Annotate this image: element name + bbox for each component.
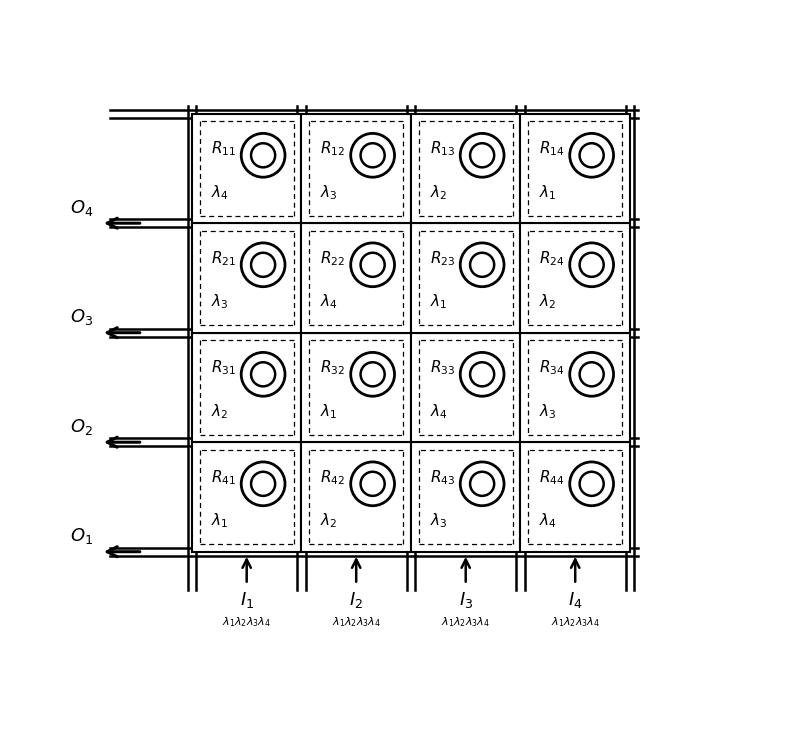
Circle shape xyxy=(242,462,285,506)
Text: $\lambda_1$: $\lambda_1$ xyxy=(430,293,447,312)
Bar xyxy=(302,114,411,223)
Text: $\lambda_3$: $\lambda_3$ xyxy=(210,293,228,312)
Bar xyxy=(411,114,521,223)
Bar xyxy=(521,114,630,223)
Text: $R_{32}$: $R_{32}$ xyxy=(320,358,345,377)
Bar xyxy=(302,223,411,333)
Text: $\lambda_4$: $\lambda_4$ xyxy=(210,183,228,202)
Text: $O_4$: $O_4$ xyxy=(70,198,93,218)
Circle shape xyxy=(470,143,494,167)
Text: $\lambda_1\lambda_2\lambda_3\lambda_4$: $\lambda_1\lambda_2\lambda_3\lambda_4$ xyxy=(441,615,490,629)
Text: $R_{24}$: $R_{24}$ xyxy=(539,249,565,267)
Text: $\lambda_3$: $\lambda_3$ xyxy=(539,402,557,421)
Text: $\lambda_4$: $\lambda_4$ xyxy=(320,293,338,312)
Circle shape xyxy=(460,133,504,177)
Bar xyxy=(192,114,302,223)
Text: $O_1$: $O_1$ xyxy=(70,526,93,546)
Bar xyxy=(411,442,521,552)
Bar xyxy=(302,333,411,442)
Circle shape xyxy=(470,472,494,496)
Bar xyxy=(192,223,302,333)
Circle shape xyxy=(361,143,385,167)
Text: $O_2$: $O_2$ xyxy=(70,416,93,437)
Text: $\lambda_2$: $\lambda_2$ xyxy=(320,512,338,530)
Circle shape xyxy=(570,243,614,287)
Bar xyxy=(192,442,302,552)
Text: $O_3$: $O_3$ xyxy=(70,307,93,328)
Circle shape xyxy=(570,462,614,506)
Text: $\lambda_4$: $\lambda_4$ xyxy=(539,512,557,530)
Circle shape xyxy=(579,253,604,277)
Circle shape xyxy=(251,143,275,167)
Circle shape xyxy=(350,462,394,506)
Circle shape xyxy=(460,243,504,287)
Text: $R_{42}$: $R_{42}$ xyxy=(320,468,345,486)
Text: $R_{34}$: $R_{34}$ xyxy=(539,358,565,377)
Text: $\lambda_3$: $\lambda_3$ xyxy=(320,183,338,202)
Text: $\lambda_3$: $\lambda_3$ xyxy=(430,512,447,530)
Text: $\lambda_1\lambda_2\lambda_3\lambda_4$: $\lambda_1\lambda_2\lambda_3\lambda_4$ xyxy=(332,615,381,629)
Circle shape xyxy=(251,472,275,496)
Text: $\lambda_2$: $\lambda_2$ xyxy=(539,293,557,312)
Circle shape xyxy=(460,462,504,506)
Circle shape xyxy=(460,352,504,396)
Circle shape xyxy=(350,133,394,177)
Text: $R_{11}$: $R_{11}$ xyxy=(210,139,236,158)
Circle shape xyxy=(242,352,285,396)
Text: $R_{14}$: $R_{14}$ xyxy=(539,139,565,158)
Text: $R_{13}$: $R_{13}$ xyxy=(430,139,455,158)
Text: $\lambda_2$: $\lambda_2$ xyxy=(210,402,228,421)
Circle shape xyxy=(361,362,385,386)
Text: $R_{44}$: $R_{44}$ xyxy=(539,468,565,486)
Bar xyxy=(302,442,411,552)
Text: $R_{43}$: $R_{43}$ xyxy=(430,468,455,486)
Bar xyxy=(192,333,302,442)
Circle shape xyxy=(350,243,394,287)
Text: $\lambda_1\lambda_2\lambda_3\lambda_4$: $\lambda_1\lambda_2\lambda_3\lambda_4$ xyxy=(222,615,271,629)
Text: $\lambda_4$: $\lambda_4$ xyxy=(430,402,447,421)
Text: $\lambda_1$: $\lambda_1$ xyxy=(539,183,557,202)
Circle shape xyxy=(361,472,385,496)
Circle shape xyxy=(350,352,394,396)
Text: $R_{22}$: $R_{22}$ xyxy=(320,249,345,267)
Text: $R_{33}$: $R_{33}$ xyxy=(430,358,455,377)
Bar xyxy=(521,442,630,552)
Circle shape xyxy=(470,362,494,386)
Text: $R_{12}$: $R_{12}$ xyxy=(320,139,345,158)
Circle shape xyxy=(251,253,275,277)
Circle shape xyxy=(570,133,614,177)
Text: $\lambda_2$: $\lambda_2$ xyxy=(430,183,447,202)
Text: $\lambda_1$: $\lambda_1$ xyxy=(210,512,228,530)
Circle shape xyxy=(579,143,604,167)
Text: $R_{21}$: $R_{21}$ xyxy=(210,249,236,267)
Bar xyxy=(521,333,630,442)
Circle shape xyxy=(579,362,604,386)
Text: $R_{31}$: $R_{31}$ xyxy=(210,358,236,377)
Circle shape xyxy=(242,243,285,287)
Bar xyxy=(411,333,521,442)
Circle shape xyxy=(242,133,285,177)
Circle shape xyxy=(579,472,604,496)
Text: $I_1$: $I_1$ xyxy=(239,590,254,610)
Text: $\lambda_1\lambda_2\lambda_3\lambda_4$: $\lambda_1\lambda_2\lambda_3\lambda_4$ xyxy=(550,615,600,629)
Text: $R_{41}$: $R_{41}$ xyxy=(210,468,236,486)
Text: $I_4$: $I_4$ xyxy=(568,590,582,610)
Text: $I_2$: $I_2$ xyxy=(349,590,363,610)
Text: $\lambda_1$: $\lambda_1$ xyxy=(320,402,338,421)
Circle shape xyxy=(470,253,494,277)
Circle shape xyxy=(361,253,385,277)
Circle shape xyxy=(251,362,275,386)
Text: $I_3$: $I_3$ xyxy=(458,590,473,610)
Text: $R_{23}$: $R_{23}$ xyxy=(430,249,455,267)
Bar xyxy=(521,223,630,333)
Circle shape xyxy=(570,352,614,396)
Bar xyxy=(411,223,521,333)
